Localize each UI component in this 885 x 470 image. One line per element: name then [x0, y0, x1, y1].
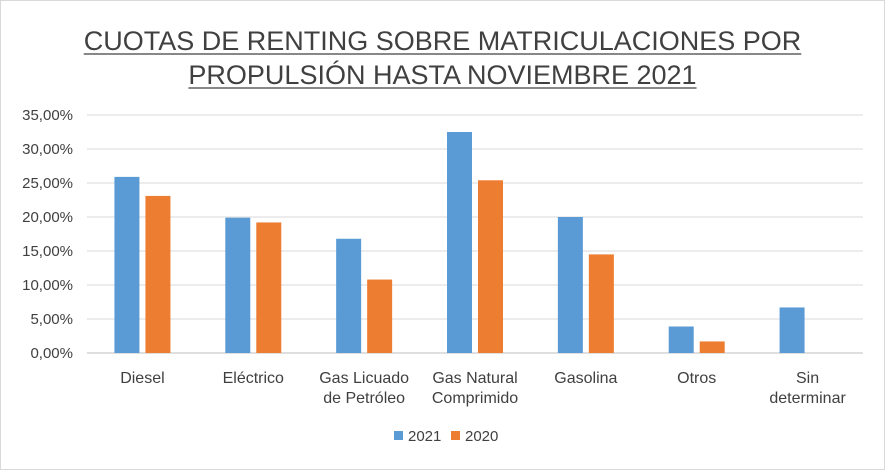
bar-2020 [256, 222, 282, 353]
chart-title-line: CUOTAS DE RENTING SOBRE MATRICULACIONES … [84, 26, 802, 56]
bar-2021 [557, 217, 583, 353]
legend-swatch [394, 431, 403, 440]
x-category-label-line: Comprimido [432, 390, 518, 407]
legend-item: 2020 [451, 428, 498, 445]
bar-2020 [145, 195, 171, 353]
bar-2021 [114, 176, 140, 353]
y-tick-label: 30,00% [22, 141, 73, 158]
bar-2021 [225, 217, 251, 353]
legend-label: 2020 [465, 428, 498, 445]
bar-2020 [699, 341, 725, 353]
bar-2020 [478, 180, 503, 353]
x-category-label: Gas Natural Comprimido [432, 370, 518, 407]
x-category-label-line: Sin [796, 370, 819, 387]
x-category-label: Eléctrico [223, 370, 284, 387]
bar-2020 [367, 279, 393, 353]
bar-2021 [447, 132, 472, 353]
x-category-label-line: determinar [769, 390, 846, 407]
y-tick-label: 5,00% [30, 311, 73, 328]
bar-2021 [336, 238, 362, 353]
x-category-label: Gasolina [554, 370, 617, 387]
legend-item: 2021 [394, 428, 441, 445]
y-tick-label: 10,00% [22, 277, 73, 294]
x-category-label: Gas Licuado de Petróleo [319, 370, 409, 407]
x-category-label-line: Gas Natural [432, 370, 517, 387]
x-category-label-line: Gas Licuado [319, 370, 409, 387]
x-category-label: Otros [677, 370, 716, 387]
y-tick-label: 25,00% [22, 175, 73, 192]
chart-title: CUOTAS DE RENTING SOBRE MATRICULACIONES … [83, 26, 802, 90]
x-category-label-line: de Petróleo [323, 390, 405, 407]
y-tick-label: 20,00% [22, 209, 73, 226]
x-category-label: Diesel [120, 370, 164, 387]
y-tick-label: 0,00% [30, 345, 73, 362]
x-category-label-line: Diesel [120, 370, 164, 387]
bar-2020 [588, 254, 614, 353]
legend-label: 2021 [408, 428, 441, 445]
x-category-label-line: Otros [677, 370, 716, 387]
y-tick-label: 35,00% [22, 107, 73, 124]
bar-2021 [779, 307, 805, 353]
x-category-label: Sin determinar [769, 370, 846, 407]
y-tick-label: 15,00% [22, 243, 73, 260]
x-category-label-line: Eléctrico [223, 370, 284, 387]
x-category-label-line: Gasolina [554, 370, 617, 387]
legend-swatch [451, 431, 460, 440]
chart-title-line: PROPULSIÓN HASTA NOVIEMBRE 2021 [188, 59, 696, 90]
bar-2021 [668, 326, 694, 353]
